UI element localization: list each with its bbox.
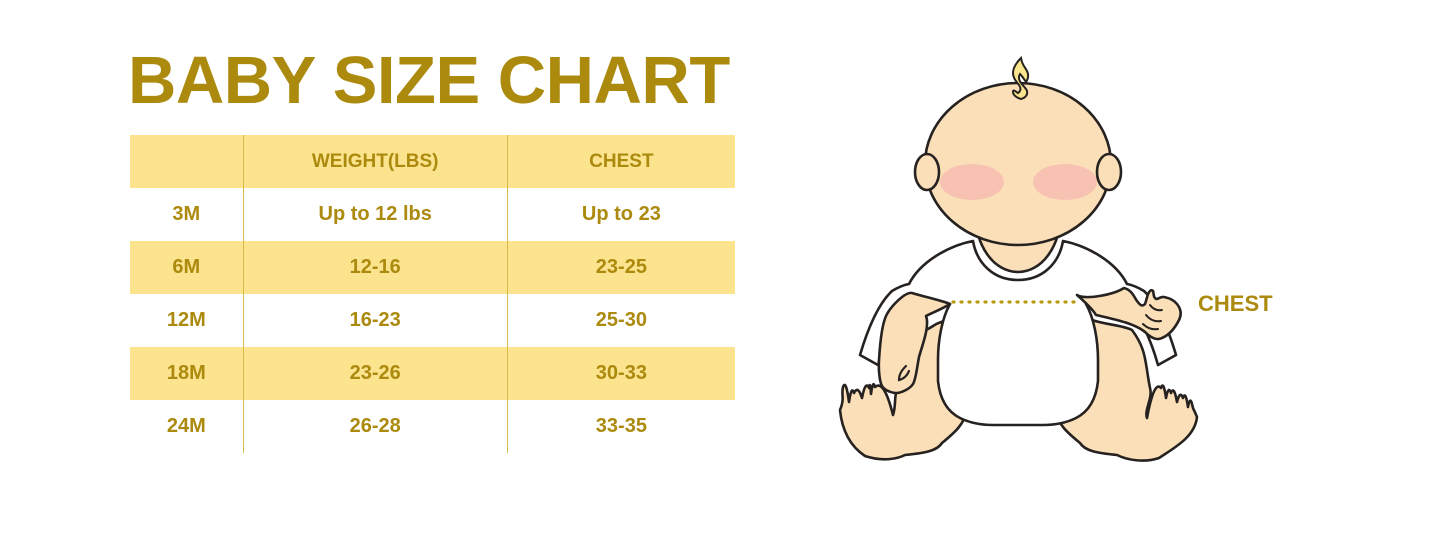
svg-text:CHEST: CHEST bbox=[1198, 291, 1273, 316]
